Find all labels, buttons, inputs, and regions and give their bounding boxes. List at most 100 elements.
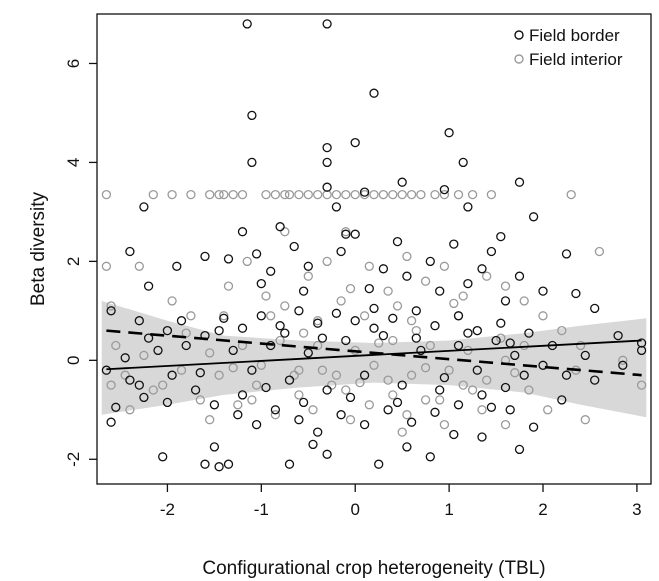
x-tick-label: 3 [632,500,641,519]
point-field-interior [345,415,356,425]
point-field-interior [420,276,431,286]
point-field-interior [317,365,328,375]
point-field-border [322,449,332,459]
point-field-border [514,271,525,281]
point-field-interior [439,189,450,200]
point-field-border [251,419,262,430]
point-field-border [514,444,525,455]
point-field-border [322,182,332,192]
point-field-interior [406,370,417,380]
point-field-border [162,325,173,336]
point-field-border [237,227,248,237]
point-field-border [425,452,435,462]
point-field-border [153,345,163,356]
point-field-border [528,422,539,432]
point-field-interior [242,256,252,267]
fit-lines-layer [106,329,642,377]
point-field-border [472,325,482,336]
point-field-border [392,236,403,247]
point-field-border [491,335,501,346]
point-field-border [256,278,266,289]
point-field-interior [467,385,478,395]
point-field-interior [106,380,116,390]
legend-label-field-border: Field border [529,26,620,45]
point-field-interior [303,189,313,200]
point-field-border [350,229,360,239]
point-field-border [618,360,628,370]
point-field-border [500,382,511,393]
x-tick-label: 2 [538,500,547,519]
point-field-border [345,392,356,403]
point-field-border [313,318,323,328]
point-field-border [209,442,220,452]
point-field-interior [106,301,116,311]
point-field-interior [355,377,365,388]
point-field-interior [435,395,445,405]
point-field-border [439,372,450,383]
point-field-interior [219,311,229,321]
point-field-interior [125,405,135,415]
point-field-border [228,345,238,356]
point-field-interior [482,375,492,385]
point-field-interior [275,335,285,346]
point-field-border [397,380,407,390]
point-field-interior [294,390,304,400]
point-field-interior [364,261,374,271]
point-field-border [106,306,116,316]
fit-line-field-border [106,339,642,371]
point-field-interior [261,291,271,301]
point-field-border [430,407,440,417]
point-field-interior [111,340,121,351]
point-field-interior [618,355,628,365]
point-field-border [458,157,468,168]
point-field-border [439,184,450,195]
point-field-border [125,375,135,385]
point-field-border [453,400,464,410]
legend-marker-field-interior [514,54,524,64]
point-field-interior [101,261,112,271]
point-field-border [266,340,276,351]
point-field-interior [482,271,492,281]
point-field-border [261,382,271,393]
point-field-interior [486,189,497,200]
point-field-interior [388,189,398,200]
point-field-border [275,222,285,232]
point-field-border [590,375,600,385]
point-field-interior [402,410,412,420]
point-field-border [139,202,149,212]
point-field-interior [430,189,440,200]
point-field-border [359,187,370,197]
point-field-border [223,254,234,264]
y-tick-label: 4 [64,158,83,167]
point-field-interior [369,189,379,200]
point-field-interior [289,370,299,380]
point-field-border [247,157,257,168]
point-field-border [463,278,473,289]
point-field-border [209,400,220,410]
confidence-band-layer [101,300,647,418]
point-field-border [331,202,342,212]
point-field-interior [233,400,243,410]
point-field-border [406,417,417,427]
point-field-interior [266,311,276,321]
point-field-border [143,333,154,343]
point-field-border [134,316,144,326]
point-field-border [392,397,403,408]
point-field-interior [331,189,342,200]
point-field-interior [223,281,234,291]
point-field-interior [158,380,168,390]
point-field-interior [397,189,407,200]
point-field-interior [336,296,346,306]
point-field-interior [500,419,511,430]
point-field-interior [280,227,290,237]
y-tick-label: -2 [64,452,83,467]
point-field-border [200,251,210,262]
point-field-border [477,432,487,442]
point-field-border [247,110,257,121]
point-field-interior [519,340,529,351]
point-field-interior [477,405,487,415]
point-field-interior [575,340,586,351]
point-field-border [449,429,459,440]
y-tick-label: 2 [64,257,83,266]
